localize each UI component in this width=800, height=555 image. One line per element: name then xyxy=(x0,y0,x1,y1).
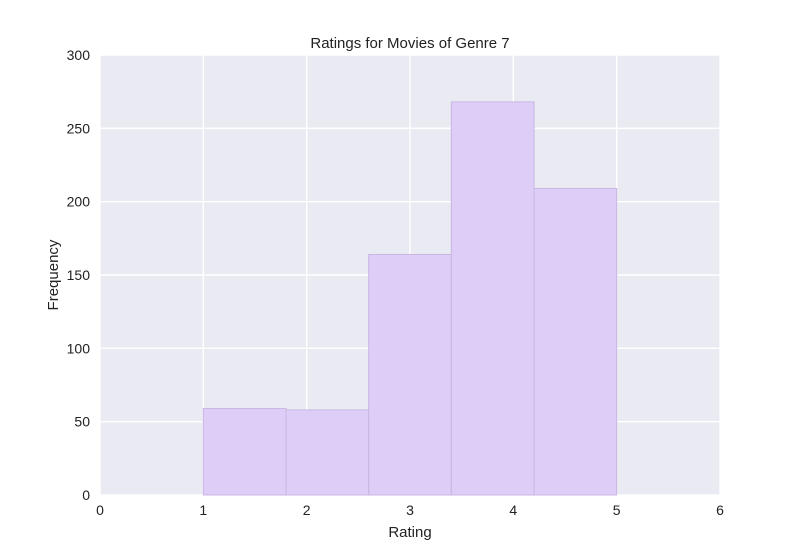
histogram-bar-1 xyxy=(202,407,287,496)
x-tick-labels: 0 1 2 3 4 5 6 xyxy=(96,502,724,518)
x-tick-label: 1 xyxy=(199,502,207,518)
y-tick-label: 50 xyxy=(74,414,90,430)
y-tick-labels: 0 50 100 150 200 250 300 xyxy=(67,47,91,503)
y-tick-label: 150 xyxy=(67,267,91,283)
x-tick-label: 6 xyxy=(716,502,724,518)
x-tick-label: 3 xyxy=(406,502,414,518)
x-tick-label: 2 xyxy=(303,502,311,518)
x-axis-label: Rating xyxy=(388,524,431,541)
bars xyxy=(202,101,618,496)
x-tick-label: 4 xyxy=(509,502,517,518)
histogram-bar-4 xyxy=(450,101,535,496)
x-tick-label: 0 xyxy=(96,502,104,518)
histogram-bar-3 xyxy=(368,253,452,496)
x-tick-label: 5 xyxy=(613,502,621,518)
y-tick-label: 200 xyxy=(67,194,91,210)
y-tick-label: 300 xyxy=(67,47,91,63)
y-tick-label: 100 xyxy=(67,340,91,356)
chart-title: Ratings for Movies of Genre 7 xyxy=(310,35,509,52)
y-tick-label: 0 xyxy=(82,487,90,503)
y-tick-label: 250 xyxy=(67,120,91,136)
histogram-bar-2 xyxy=(285,409,370,496)
y-axis-label: Frequency xyxy=(45,239,62,310)
histogram-bar-5 xyxy=(533,187,618,496)
